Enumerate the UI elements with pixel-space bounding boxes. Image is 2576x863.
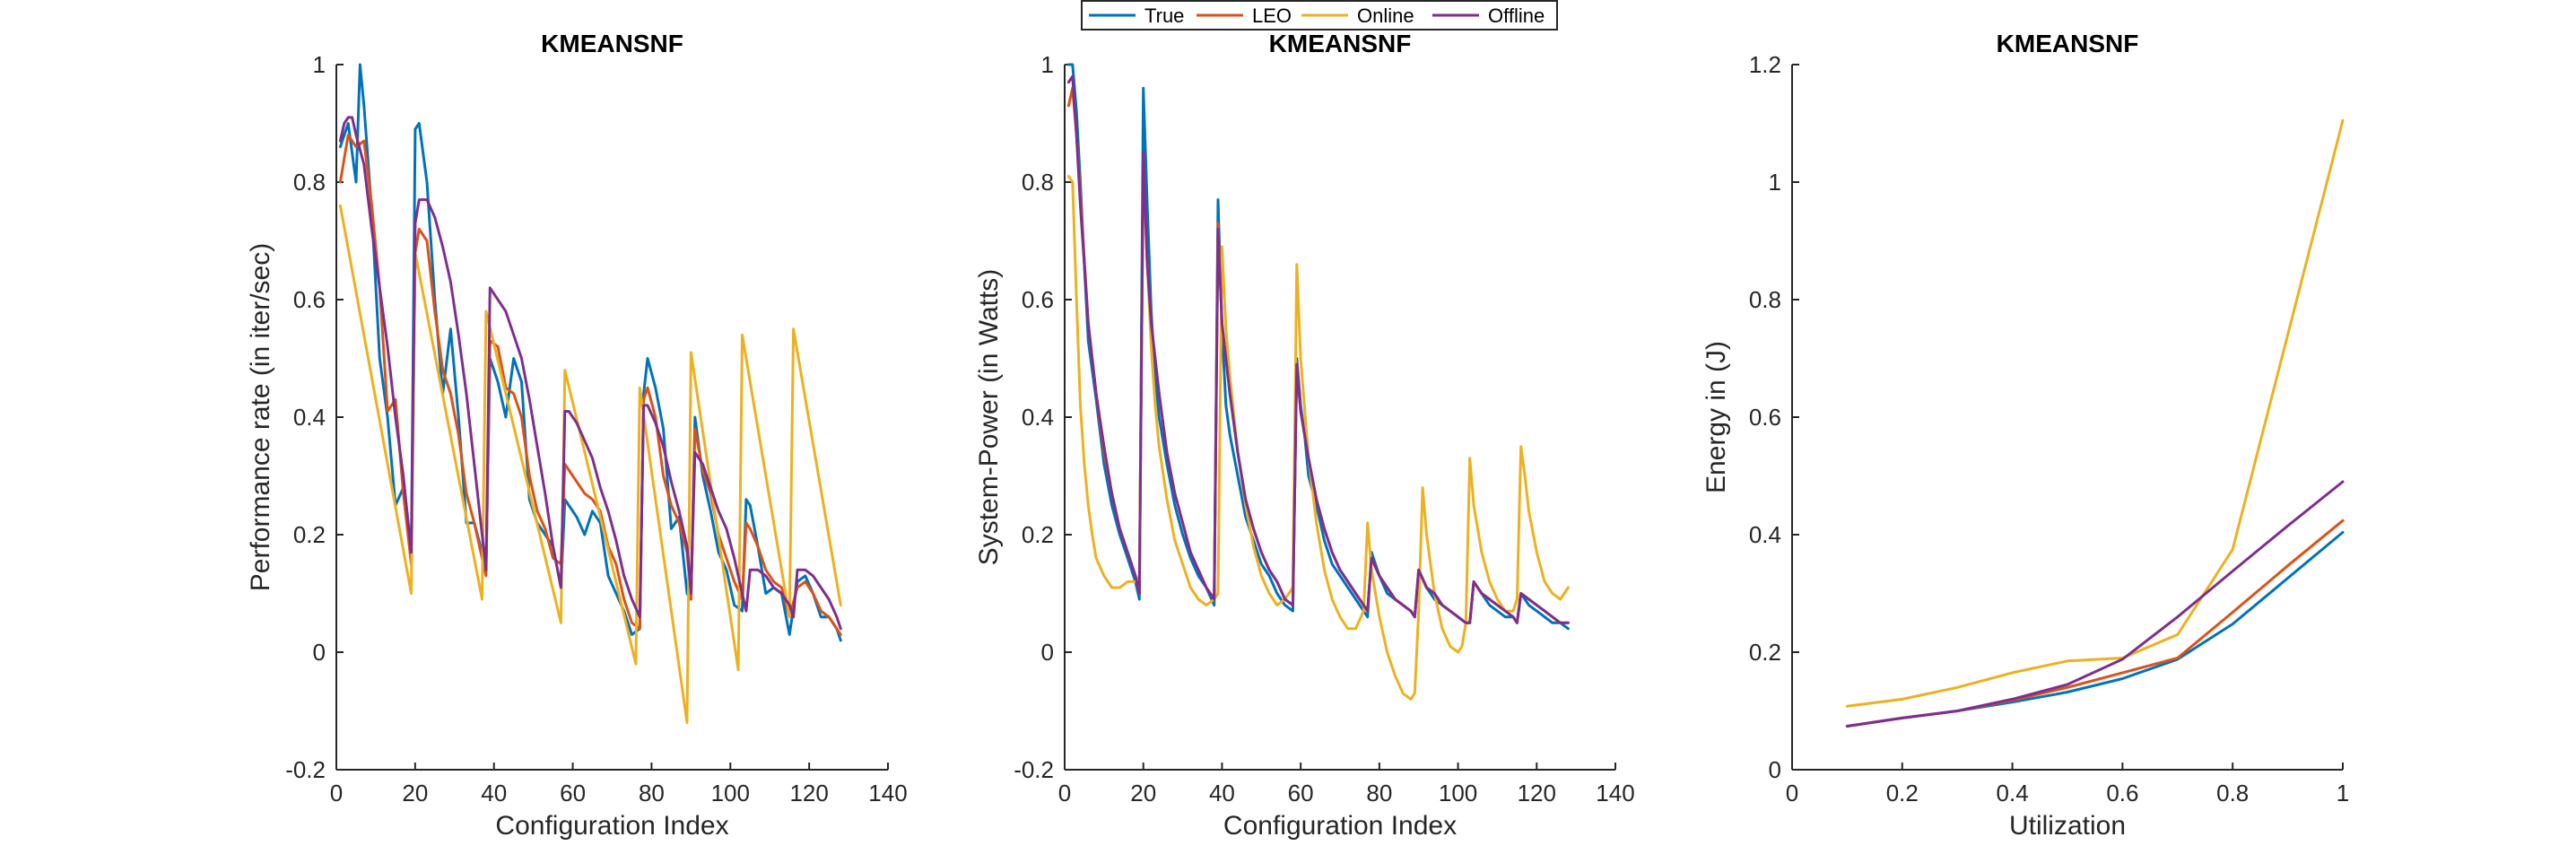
performance-x-tick-label: 80 xyxy=(639,780,665,806)
performance-x-tick-label: 140 xyxy=(868,780,907,806)
performance-series-offline xyxy=(338,116,842,631)
system-power-y-axis-label: System-Power (in Watts) xyxy=(974,269,1004,566)
performance-title: KMEANSNF xyxy=(541,30,683,57)
energy-y-axis-label: Energy in (J) xyxy=(1701,341,1731,493)
system-power-x-tick-label: 20 xyxy=(1130,780,1156,806)
energy-series-true xyxy=(1845,530,2345,728)
system-power-y-tick-label: 0.8 xyxy=(1022,169,1054,196)
system-power-x-tick-label: 40 xyxy=(1209,780,1235,806)
performance-y-tick-label: -0.2 xyxy=(285,756,326,783)
system-power-x-tick-label: 100 xyxy=(1439,780,1477,806)
performance-y-axis-label: Performance rate (in iter/sec) xyxy=(246,243,275,591)
energy-x-axis-label: Utilization xyxy=(2009,811,2126,841)
system-power-title: KMEANSNF xyxy=(1269,30,1412,57)
system-power-y-tick-label: 0.4 xyxy=(1022,404,1054,431)
system-power-y-tick-label: 1 xyxy=(1041,51,1054,78)
chart-panel-energy: 0 0.2 0.4 0.6 0.8 1 0 0.2 0.4 0.6 0.8 1 1.2 KMEANSNF U… xyxy=(1701,30,2349,841)
energy-y-tick-label: 1.2 xyxy=(1749,51,1781,78)
performance-series-true xyxy=(338,63,842,642)
legend-label-online: Online xyxy=(1357,4,1414,27)
energy-y-tick-label: 0 xyxy=(1769,756,1781,783)
performance-y-tick-label: 0.6 xyxy=(293,286,326,313)
system-power-x-tick-label: 120 xyxy=(1518,780,1556,806)
energy-x-tick-label: 0.4 xyxy=(1997,780,2029,806)
performance-x-axis-label: Configuration Index xyxy=(495,811,728,841)
energy-y-tick-label: 0.8 xyxy=(1749,286,1781,313)
performance-y-tick-label: 0.2 xyxy=(293,521,326,548)
legend-label-offline: Offline xyxy=(1488,4,1545,27)
performance-x-tick-label: 100 xyxy=(711,780,750,806)
chart-panel-performance: 0 20 40 60 80 100 120 140-0.200.20.40.60.81KMEA… xyxy=(246,30,908,841)
energy-x-tick-label: 0.6 xyxy=(2106,780,2138,806)
system-power-y-tick-label: 0.2 xyxy=(1022,521,1054,548)
energy-series-offline xyxy=(1845,480,2345,728)
performance-series-online xyxy=(338,204,842,725)
energy-y-tick-label: 0.6 xyxy=(1749,404,1781,431)
energy-y-tick-label: 0.2 xyxy=(1749,639,1781,666)
energy-series-online xyxy=(1845,118,2345,708)
performance-x-tick-label: 120 xyxy=(789,780,828,806)
performance-x-tick-label: 0 xyxy=(330,780,343,806)
system-power-y-tick-label: -0.2 xyxy=(1014,756,1054,783)
energy-x-tick-label: 0.8 xyxy=(2216,780,2249,806)
energy-x-tick-label: 1 xyxy=(2337,780,2349,806)
performance-y-tick-label: 1 xyxy=(313,51,326,78)
performance-series-leo xyxy=(338,134,842,636)
system-power-x-axis-label: Configuration Index xyxy=(1223,811,1457,841)
legend: True LEO Online Offline xyxy=(1081,0,1558,31)
energy-title: KMEANSNF xyxy=(1997,30,2139,57)
performance-x-tick-label: 20 xyxy=(402,780,428,806)
legend-label-leo: LEO xyxy=(1252,4,1292,27)
system-power-y-tick-label: 0.6 xyxy=(1022,286,1054,313)
performance-y-tick-label: 0 xyxy=(313,639,326,666)
energy-y-tick-label: 0.4 xyxy=(1749,521,1781,548)
energy-y-tick-label: 1 xyxy=(1769,169,1781,196)
system-power-x-tick-label: 60 xyxy=(1288,780,1314,806)
performance-x-tick-label: 60 xyxy=(560,780,586,806)
system-power-y-tick-label: 0 xyxy=(1041,639,1054,666)
system-power-x-tick-label: 0 xyxy=(1058,780,1071,806)
energy-x-tick-label: 0.2 xyxy=(1886,780,1919,806)
performance-x-tick-label: 40 xyxy=(481,780,507,806)
performance-y-tick-label: 0.8 xyxy=(293,169,326,196)
system-power-series-offline xyxy=(1066,74,1570,624)
system-power-x-tick-label: 140 xyxy=(1596,780,1634,806)
energy-x-tick-label: 0 xyxy=(1786,780,1798,806)
system-power-series-true xyxy=(1066,63,1570,631)
performance-y-tick-label: 0.4 xyxy=(293,404,326,431)
system-power-x-tick-label: 80 xyxy=(1366,780,1392,806)
chart-panel-system-power: 0 20 40 60 80 100 120 140-0.200.20.40.60.81KMEA… xyxy=(974,30,1635,841)
legend-label-true: True xyxy=(1144,4,1184,27)
